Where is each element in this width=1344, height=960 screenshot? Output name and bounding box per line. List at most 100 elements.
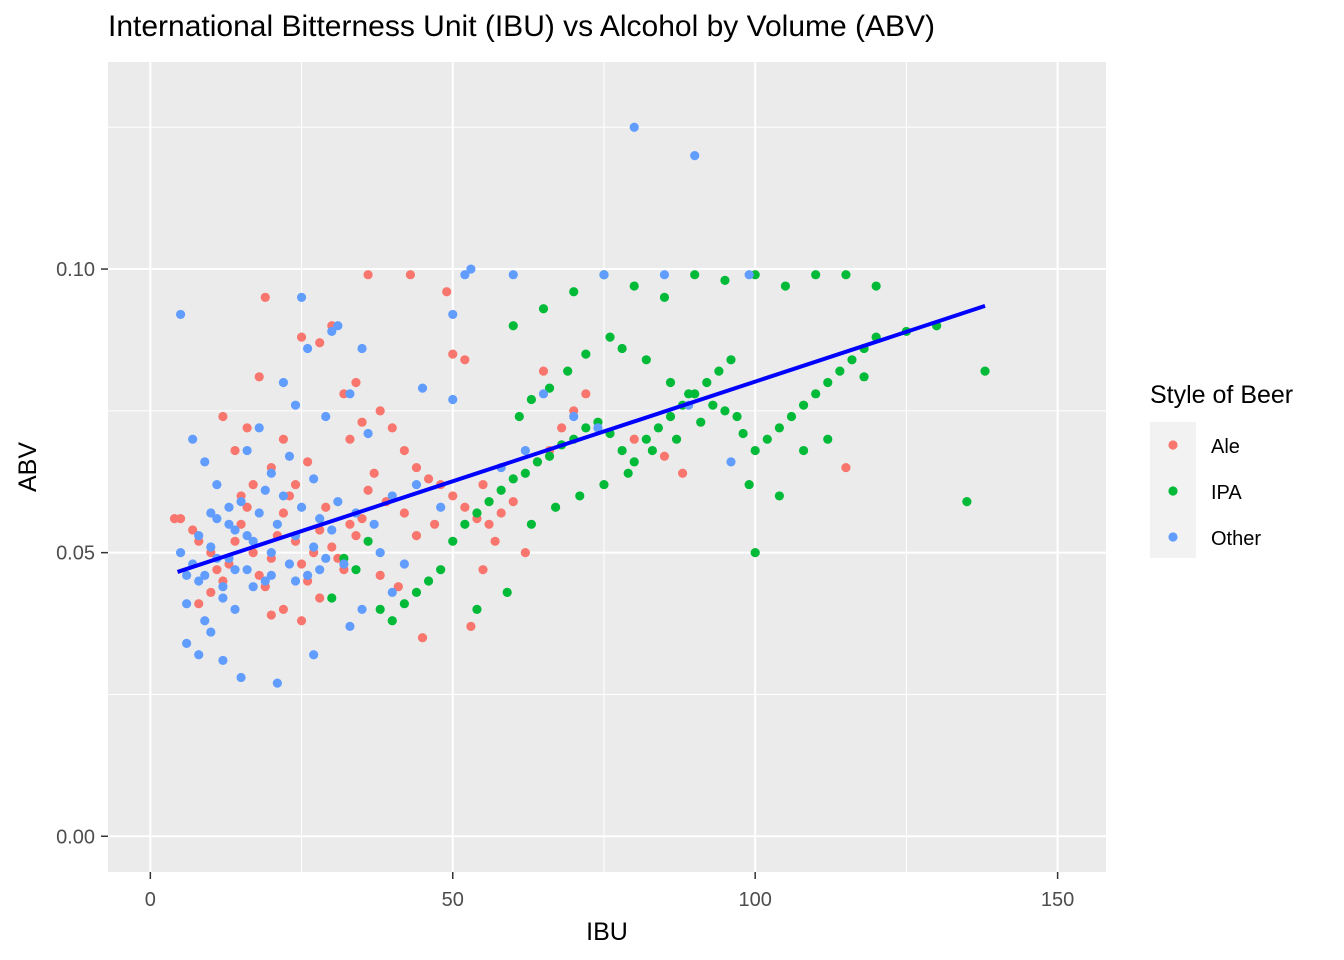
data-point-other (466, 264, 476, 274)
data-point-ipa (423, 576, 434, 586)
grid-lines (108, 62, 1106, 872)
data-point-ale (254, 372, 264, 382)
data-point-other (303, 343, 313, 354)
data-point-ipa (980, 366, 990, 376)
data-point-other (224, 502, 234, 512)
data-point-ipa (399, 599, 409, 609)
data-point-ale (581, 389, 591, 399)
data-point-ipa (526, 519, 536, 529)
data-point-other (242, 531, 252, 541)
data-point-ale (557, 423, 567, 433)
data-point-ale (496, 508, 506, 518)
data-point-ipa (617, 343, 627, 354)
data-point-other (508, 270, 518, 280)
data-point-other (345, 389, 355, 399)
data-point-ipa (962, 497, 972, 507)
y-axis-title: ABV (14, 442, 42, 492)
data-point-other (182, 638, 192, 649)
data-point-other (182, 599, 192, 609)
data-point-other (744, 270, 754, 280)
data-point-ipa (798, 400, 809, 410)
data-point-other (296, 292, 307, 302)
data-point-ale (478, 565, 488, 575)
data-point-ale (218, 411, 228, 422)
legend-label-other: Other (1211, 528, 1261, 550)
data-point-other (266, 548, 276, 558)
data-point-ipa (659, 292, 670, 302)
data-point-ale (242, 423, 252, 433)
data-point-ipa (786, 411, 797, 422)
data-point-other (175, 548, 186, 558)
data-point-ale (466, 621, 476, 631)
data-point-ale (399, 508, 409, 518)
legend: Style of Beer Ale IPA Other (1150, 381, 1293, 558)
data-point-ipa (496, 485, 506, 495)
data-point-ale (629, 434, 639, 444)
data-point-other (460, 270, 470, 280)
data-point-other (417, 383, 428, 393)
data-point-ale (303, 457, 313, 467)
data-point-other (448, 394, 458, 405)
data-point-other (327, 525, 337, 535)
chart-title: International Bitterness Unit (IBU) vs A… (108, 10, 936, 43)
data-point-ale (405, 270, 416, 280)
legend-title: Style of Beer (1150, 381, 1293, 409)
data-point-other (206, 627, 216, 637)
data-point-other (212, 479, 222, 490)
data-point-ipa (780, 281, 791, 291)
data-point-ale (460, 355, 470, 365)
legend-key-ipa (1168, 486, 1178, 496)
data-point-other (230, 525, 240, 535)
data-point-ale (659, 451, 670, 461)
data-point-other (194, 531, 204, 541)
data-point-other (212, 514, 222, 524)
data-point-ale (448, 349, 458, 359)
data-point-other (411, 479, 422, 490)
data-point-ipa (629, 281, 639, 291)
data-point-ipa (351, 565, 361, 575)
data-point-ipa (375, 604, 385, 614)
data-point-ale (490, 536, 500, 546)
data-point-ale (248, 479, 258, 490)
data-point-other (218, 593, 228, 603)
data-point-ipa (641, 434, 651, 444)
data-point-other (321, 553, 331, 563)
data-point-ipa (508, 321, 518, 331)
data-point-ipa (702, 377, 712, 388)
data-point-ale (520, 548, 530, 558)
data-point-ipa (841, 270, 851, 280)
data-point-other (218, 655, 228, 666)
data-point-ipa (708, 400, 718, 410)
data-point-other (260, 485, 270, 495)
data-point-other (296, 502, 307, 512)
data-point-ale (206, 587, 216, 597)
data-point-ipa (544, 451, 555, 461)
data-point-ipa (811, 389, 821, 399)
data-point-other (309, 650, 319, 660)
data-point-ipa (508, 474, 518, 484)
data-point-ale (478, 479, 488, 490)
x-axis-title: IBU (586, 918, 628, 946)
data-point-other (254, 423, 264, 433)
y-tick-label: 0.05 (56, 543, 95, 565)
data-point-ipa (387, 616, 397, 626)
data-point-ale (290, 479, 301, 490)
data-point-ipa (744, 479, 754, 490)
data-point-other (327, 326, 337, 337)
data-point-ale (484, 519, 494, 529)
data-point-other (266, 468, 276, 478)
data-point-other (303, 570, 313, 580)
y-tick-label: 0.10 (56, 259, 95, 281)
data-point-other (387, 587, 397, 597)
data-point-ale (357, 514, 367, 524)
data-point-ipa (647, 445, 657, 456)
data-point-other (309, 542, 319, 552)
data-point-ipa (665, 377, 676, 388)
data-point-ale (417, 633, 428, 643)
data-point-ale (442, 287, 452, 297)
data-point-ipa (750, 445, 760, 456)
data-point-ipa (623, 468, 633, 478)
data-point-other (248, 582, 258, 592)
data-point-ipa (575, 491, 585, 501)
data-point-ipa (762, 434, 772, 444)
